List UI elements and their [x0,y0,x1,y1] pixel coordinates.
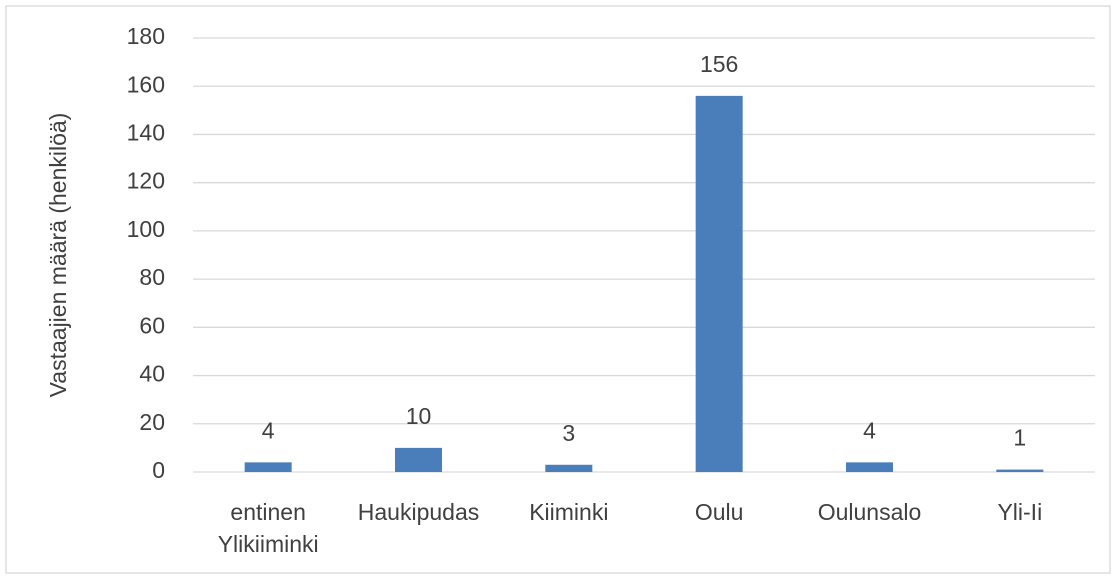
data-label: 1 [1013,425,1026,451]
data-label: 4 [863,417,876,443]
data-label: 10 [406,403,432,429]
data-label: 3 [562,420,575,446]
bar [395,447,442,472]
bar [996,469,1044,472]
x-tick-label: Kiiminki [529,499,608,525]
chart-frame [5,5,1111,574]
bar [695,95,743,472]
y-axis-label: Vastaajien määrä (henkilöä) [45,113,71,398]
data-label: 4 [262,417,275,443]
y-tick-label: 20 [139,409,165,435]
y-tick-label: 180 [127,23,165,49]
y-tick-label: 60 [139,312,165,338]
y-tick-label: 80 [139,264,165,290]
bar [846,462,893,472]
y-tick-label: 0 [152,457,165,483]
data-label: 156 [700,51,738,77]
y-tick-label: 40 [139,361,165,387]
bar [244,462,292,472]
x-tick-label: Yli-Ii [997,499,1042,525]
bar [545,464,593,472]
x-tick-label: entinen Ylikiiminki [218,499,319,557]
y-tick-label: 160 [127,71,165,97]
y-tick-label: 140 [127,120,165,146]
y-tick-label: 120 [127,168,165,194]
x-tick-label: Haukipudas [358,499,479,525]
x-tick-label: Oulu [695,499,744,525]
y-tick-label: 100 [127,216,165,242]
x-tick-label: Oulunsalo [818,499,922,525]
